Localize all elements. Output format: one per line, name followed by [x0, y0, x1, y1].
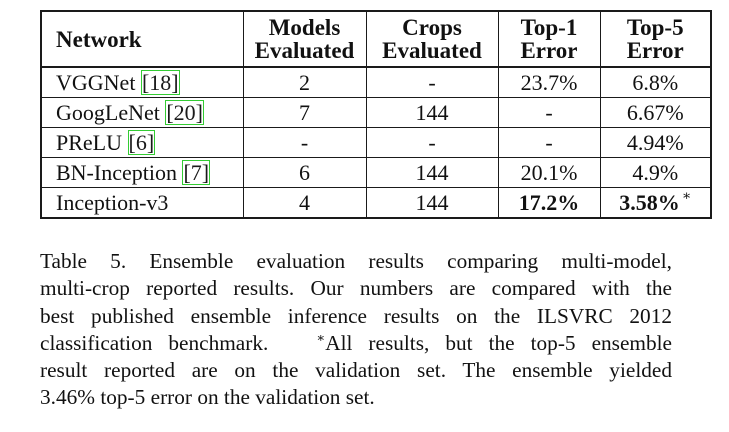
cell-models: 2 [242, 66, 367, 98]
table-row-bn-inception: BN-Inception [7] 6 144 20.1% 4.9% [40, 157, 712, 188]
caption-line: multi-crop reported results. Our numbers… [40, 276, 672, 301]
table-caption: Table 5. Ensemble evaluation results com… [40, 248, 672, 412]
cell-models: - [242, 127, 367, 158]
cell-models: 7 [242, 97, 367, 128]
cell-network: GoogLeNet [20] [40, 97, 244, 128]
cell-top1-best: 17.2% [497, 187, 601, 219]
cell-top1: - [497, 97, 601, 128]
citation-link[interactable]: [6] [127, 130, 156, 155]
table-row-vggnet: VGGNet [18] 2 - 23.7% 6.8% [40, 66, 712, 98]
ensemble-results-table: Network Models Evaluated Crops Evaluated T… [40, 10, 712, 219]
cell-top5-best: 3.58% ∗ [599, 187, 712, 219]
footnote-star: ∗ [681, 189, 692, 204]
cell-crops: - [365, 127, 499, 158]
citation-link[interactable]: [20] [165, 100, 205, 125]
caption-line: result reported are on the validation se… [40, 358, 672, 383]
citation-link[interactable]: [7] [182, 160, 211, 185]
cell-network: BN-Inception [7] [40, 157, 244, 188]
ensemble-results-table-container: Network Models Evaluated Crops Evaluated T… [40, 10, 712, 219]
header-top1-error: Top-1 Error [497, 10, 601, 68]
cell-top1: 23.7% [497, 66, 601, 98]
header-network: Network [40, 10, 244, 68]
table-row-inception-v3: Inception-v3 4 144 17.2% 3.58% ∗ [40, 187, 712, 219]
cell-crops: 144 [365, 97, 499, 128]
cell-top5: 6.8% [599, 66, 712, 98]
header-models-evaluated: Models Evaluated [242, 10, 367, 68]
citation-link[interactable]: [18] [140, 70, 180, 95]
cell-top5: 4.9% [599, 157, 712, 188]
header-crops-evaluated: Crops Evaluated [365, 10, 499, 68]
cell-top1: - [497, 127, 601, 158]
table-header-row: Network Models Evaluated Crops Evaluated T… [40, 10, 712, 68]
caption-line: 3.46% top-5 error on the validation set. [40, 385, 375, 410]
cell-crops: 144 [365, 187, 499, 219]
cell-network: Inception-v3 [40, 187, 244, 219]
cell-top1: 20.1% [497, 157, 601, 188]
cell-models: 4 [242, 187, 367, 219]
caption-line: classification benchmark. ∗All results, … [40, 329, 672, 355]
table-row-googlenet: GoogLeNet [20] 7 144 - 6.67% [40, 97, 712, 128]
cell-top5: 6.67% [599, 97, 712, 128]
caption-footnote-star: ∗ [316, 329, 326, 345]
cell-network: PReLU [6] [40, 127, 244, 158]
header-top5-error: Top-5 Error [599, 10, 712, 68]
cell-models: 6 [242, 157, 367, 188]
caption-line: best published ensemble inference result… [40, 303, 672, 328]
cell-top5: 4.94% [599, 127, 712, 158]
cell-network: VGGNet [18] [40, 66, 244, 98]
cell-crops: - [365, 66, 499, 98]
table-row-prelu: PReLU [6] - - - 4.94% [40, 127, 712, 158]
caption-line: Table 5. Ensemble evaluation results com… [40, 249, 672, 273]
cell-crops: 144 [365, 157, 499, 188]
